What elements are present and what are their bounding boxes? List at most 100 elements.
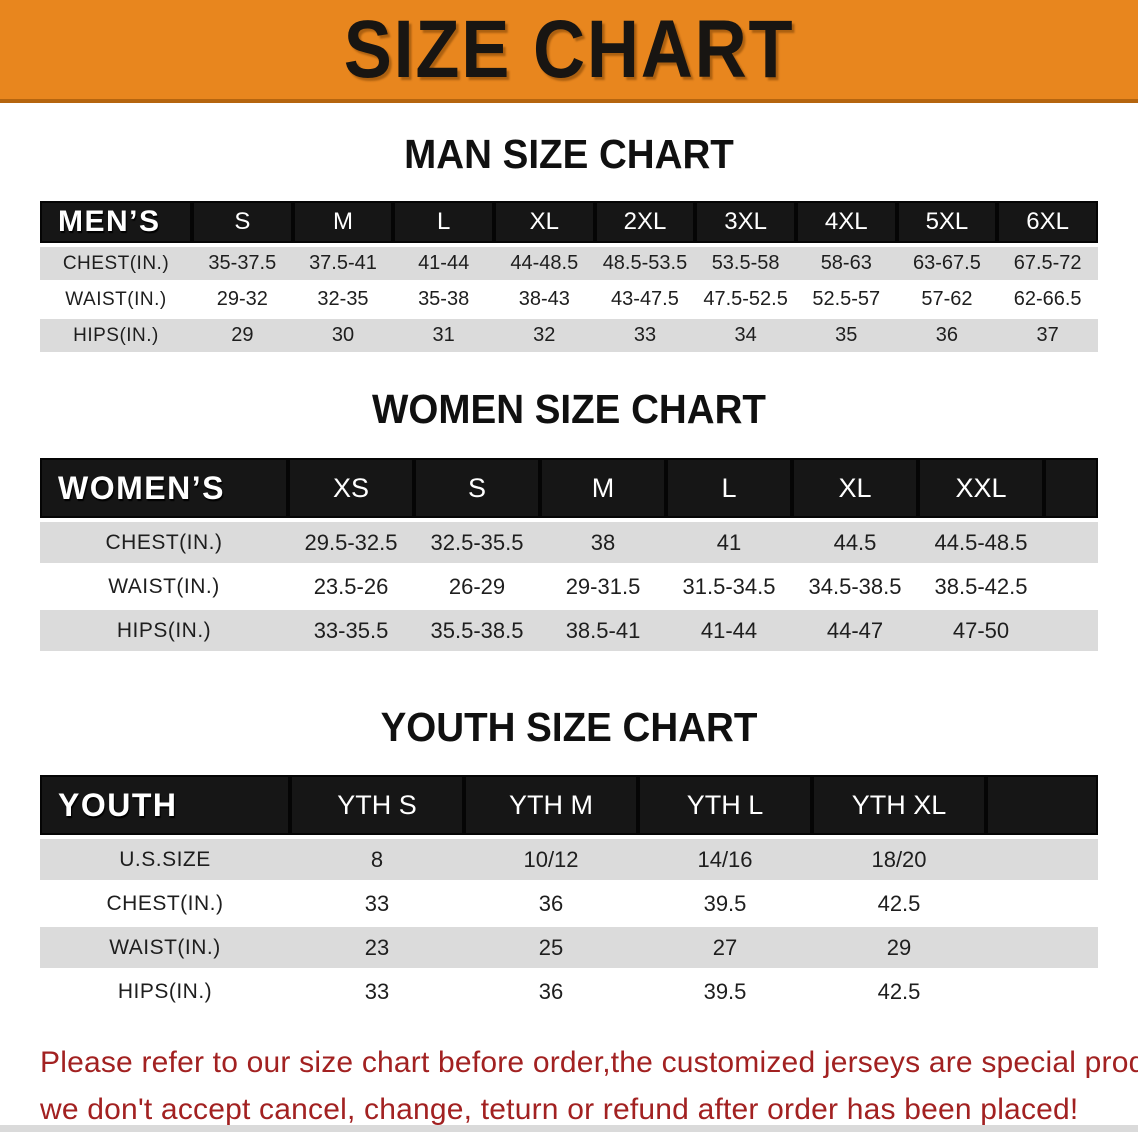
- size-value-cell: 58-63: [795, 247, 897, 284]
- size-value-cell: 43-47.5: [594, 283, 696, 320]
- row-label: CHEST(IN.): [40, 883, 290, 928]
- size-value-cell: 44.5-48.5: [918, 522, 1044, 567]
- size-value-cell: 23: [290, 927, 464, 972]
- size-column-header: XS: [288, 458, 414, 523]
- size-value-cell: 48.5-53.5: [594, 247, 696, 284]
- page-title: SIZE CHART: [343, 3, 795, 95]
- size-value-cell: 47.5-52.5: [695, 283, 796, 320]
- size-column-header: XXL: [918, 458, 1044, 523]
- table-corner-label: YOUTH: [40, 775, 290, 840]
- size-value-cell: 35-37.5: [192, 247, 293, 284]
- size-column-header: S: [192, 201, 293, 248]
- size-value-cell: 57-62: [896, 283, 998, 320]
- size-value-cell: 41: [666, 522, 792, 567]
- size-value-cell: 36: [464, 971, 638, 1016]
- size-value-cell: 37.5-41: [292, 247, 394, 284]
- size-column-header: L: [393, 201, 494, 248]
- size-value-cell: 36: [896, 319, 998, 356]
- size-column-header: 3XL: [695, 201, 796, 248]
- filler-cell: [986, 927, 1098, 972]
- row-label: HIPS(IN.): [40, 971, 290, 1016]
- women-section-heading: WOMEN SIZE CHART: [372, 386, 766, 433]
- size-value-cell: 18/20: [812, 839, 986, 884]
- size-value-cell: 67.5-72: [997, 247, 1098, 284]
- size-value-cell: 33: [594, 319, 696, 356]
- size-value-cell: 33-35.5: [288, 610, 414, 655]
- filler-cell: [986, 839, 1098, 884]
- men-size-section: MAN SIZE CHART MEN’S S M L XL 2XL 3XL 4XL 5XL 6XL…: [0, 103, 1138, 356]
- row-label: U.S.SIZE: [40, 839, 290, 884]
- filler-cell: [986, 883, 1098, 928]
- size-value-cell: 8: [290, 839, 464, 884]
- size-value-cell: 36: [464, 883, 638, 928]
- size-value-cell: 44-48.5: [493, 247, 595, 284]
- table-row: U.S.SIZE 8 10/12 14/16 18/20: [40, 839, 1098, 884]
- size-value-cell: 39.5: [638, 971, 812, 1016]
- disclaimer-line-1: Please refer to our size chart before or…: [40, 1046, 1138, 1080]
- table-row: CHEST(IN.) 29.5-32.5 32.5-35.5 38 41 44.5 44.5…: [40, 522, 1098, 567]
- women-size-section: WOMEN SIZE CHART WOMEN’S XS S M L XL XXL CHEST(…: [0, 355, 1138, 655]
- table-header-row: MEN’S S M L XL 2XL 3XL 4XL 5XL 6XL: [40, 201, 1098, 248]
- size-value-cell: 23.5-26: [288, 566, 414, 611]
- size-chart-banner: SIZE CHART: [0, 0, 1138, 103]
- size-column-header: YTH S: [290, 775, 464, 840]
- row-label: WAIST(IN.): [40, 283, 192, 320]
- table-row: WAIST(IN.) 23.5-26 26-29 29-31.5 31.5-34.5 34…: [40, 566, 1098, 611]
- size-value-cell: 42.5: [812, 971, 986, 1016]
- size-column-header: YTH XL: [812, 775, 986, 840]
- size-value-cell: 47-50: [918, 610, 1044, 655]
- size-value-cell: 41-44: [393, 247, 494, 284]
- size-column-header: XL: [493, 201, 595, 248]
- filler-cell: [986, 971, 1098, 1016]
- table-row: HIPS(IN.) 29 30 31 32 33 34 35 36 37: [40, 319, 1098, 356]
- size-column-header: L: [666, 458, 792, 523]
- men-size-table: MEN’S S M L XL 2XL 3XL 4XL 5XL 6XL CHEST(IN.) 35-37…: [40, 201, 1098, 356]
- youth-size-section: YOUTH SIZE CHART YOUTH YTH S YTH M YTH L YTH…: [0, 654, 1138, 1016]
- row-label: HIPS(IN.): [40, 610, 288, 655]
- size-column-header: YTH M: [464, 775, 638, 840]
- size-value-cell: 10/12: [464, 839, 638, 884]
- filler-cell: [1044, 610, 1098, 655]
- table-corner-label: WOMEN’S: [40, 458, 288, 523]
- size-value-cell: 14/16: [638, 839, 812, 884]
- size-column-header: XL: [792, 458, 918, 523]
- table-row: HIPS(IN.) 33-35.5 35.5-38.5 38.5-41 41-44 44-…: [40, 610, 1098, 655]
- size-value-cell: 38.5-41: [540, 610, 666, 655]
- size-value-cell: 29-32: [192, 283, 293, 320]
- table-header-row: YOUTH YTH S YTH M YTH L YTH XL: [40, 775, 1098, 840]
- size-value-cell: 38: [540, 522, 666, 567]
- size-value-cell: 26-29: [414, 566, 540, 611]
- table-row: CHEST(IN.) 33 36 39.5 42.5: [40, 883, 1098, 928]
- size-value-cell: 41-44: [666, 610, 792, 655]
- size-value-cell: 42.5: [812, 883, 986, 928]
- size-value-cell: 35-38: [393, 283, 494, 320]
- size-column-header: M: [292, 201, 394, 248]
- bottom-divider: [0, 1125, 1138, 1132]
- row-label: CHEST(IN.): [40, 247, 192, 284]
- size-value-cell: 37: [997, 319, 1098, 356]
- women-size-table: WOMEN’S XS S M L XL XXL CHEST(IN.) 29.5-32.5 32.5…: [40, 458, 1098, 655]
- size-value-cell: 38.5-42.5: [918, 566, 1044, 611]
- table-header-row: WOMEN’S XS S M L XL XXL: [40, 458, 1098, 523]
- size-value-cell: 29-31.5: [540, 566, 666, 611]
- size-value-cell: 44.5: [792, 522, 918, 567]
- size-value-cell: 32-35: [292, 283, 394, 320]
- row-label: CHEST(IN.): [40, 522, 288, 567]
- size-value-cell: 32: [493, 319, 595, 356]
- size-column-header: 5XL: [896, 201, 998, 248]
- size-value-cell: 34: [695, 319, 796, 356]
- size-value-cell: 62-66.5: [997, 283, 1098, 320]
- filler-cell: [1044, 458, 1098, 523]
- size-value-cell: 31: [393, 319, 494, 356]
- size-value-cell: 44-47: [792, 610, 918, 655]
- table-row: CHEST(IN.) 35-37.5 37.5-41 41-44 44-48.5 48.5…: [40, 247, 1098, 284]
- table-row: WAIST(IN.) 29-32 32-35 35-38 38-43 43-47.5 47.…: [40, 283, 1098, 320]
- size-value-cell: 38-43: [493, 283, 595, 320]
- size-value-cell: 33: [290, 971, 464, 1016]
- table-row: WAIST(IN.) 23 25 27 29: [40, 927, 1098, 972]
- size-value-cell: 35.5-38.5: [414, 610, 540, 655]
- size-column-header: YTH L: [638, 775, 812, 840]
- size-column-header: 6XL: [997, 201, 1098, 248]
- disclaimer-note: Please refer to our size chart before or…: [0, 1039, 1138, 1133]
- size-value-cell: 32.5-35.5: [414, 522, 540, 567]
